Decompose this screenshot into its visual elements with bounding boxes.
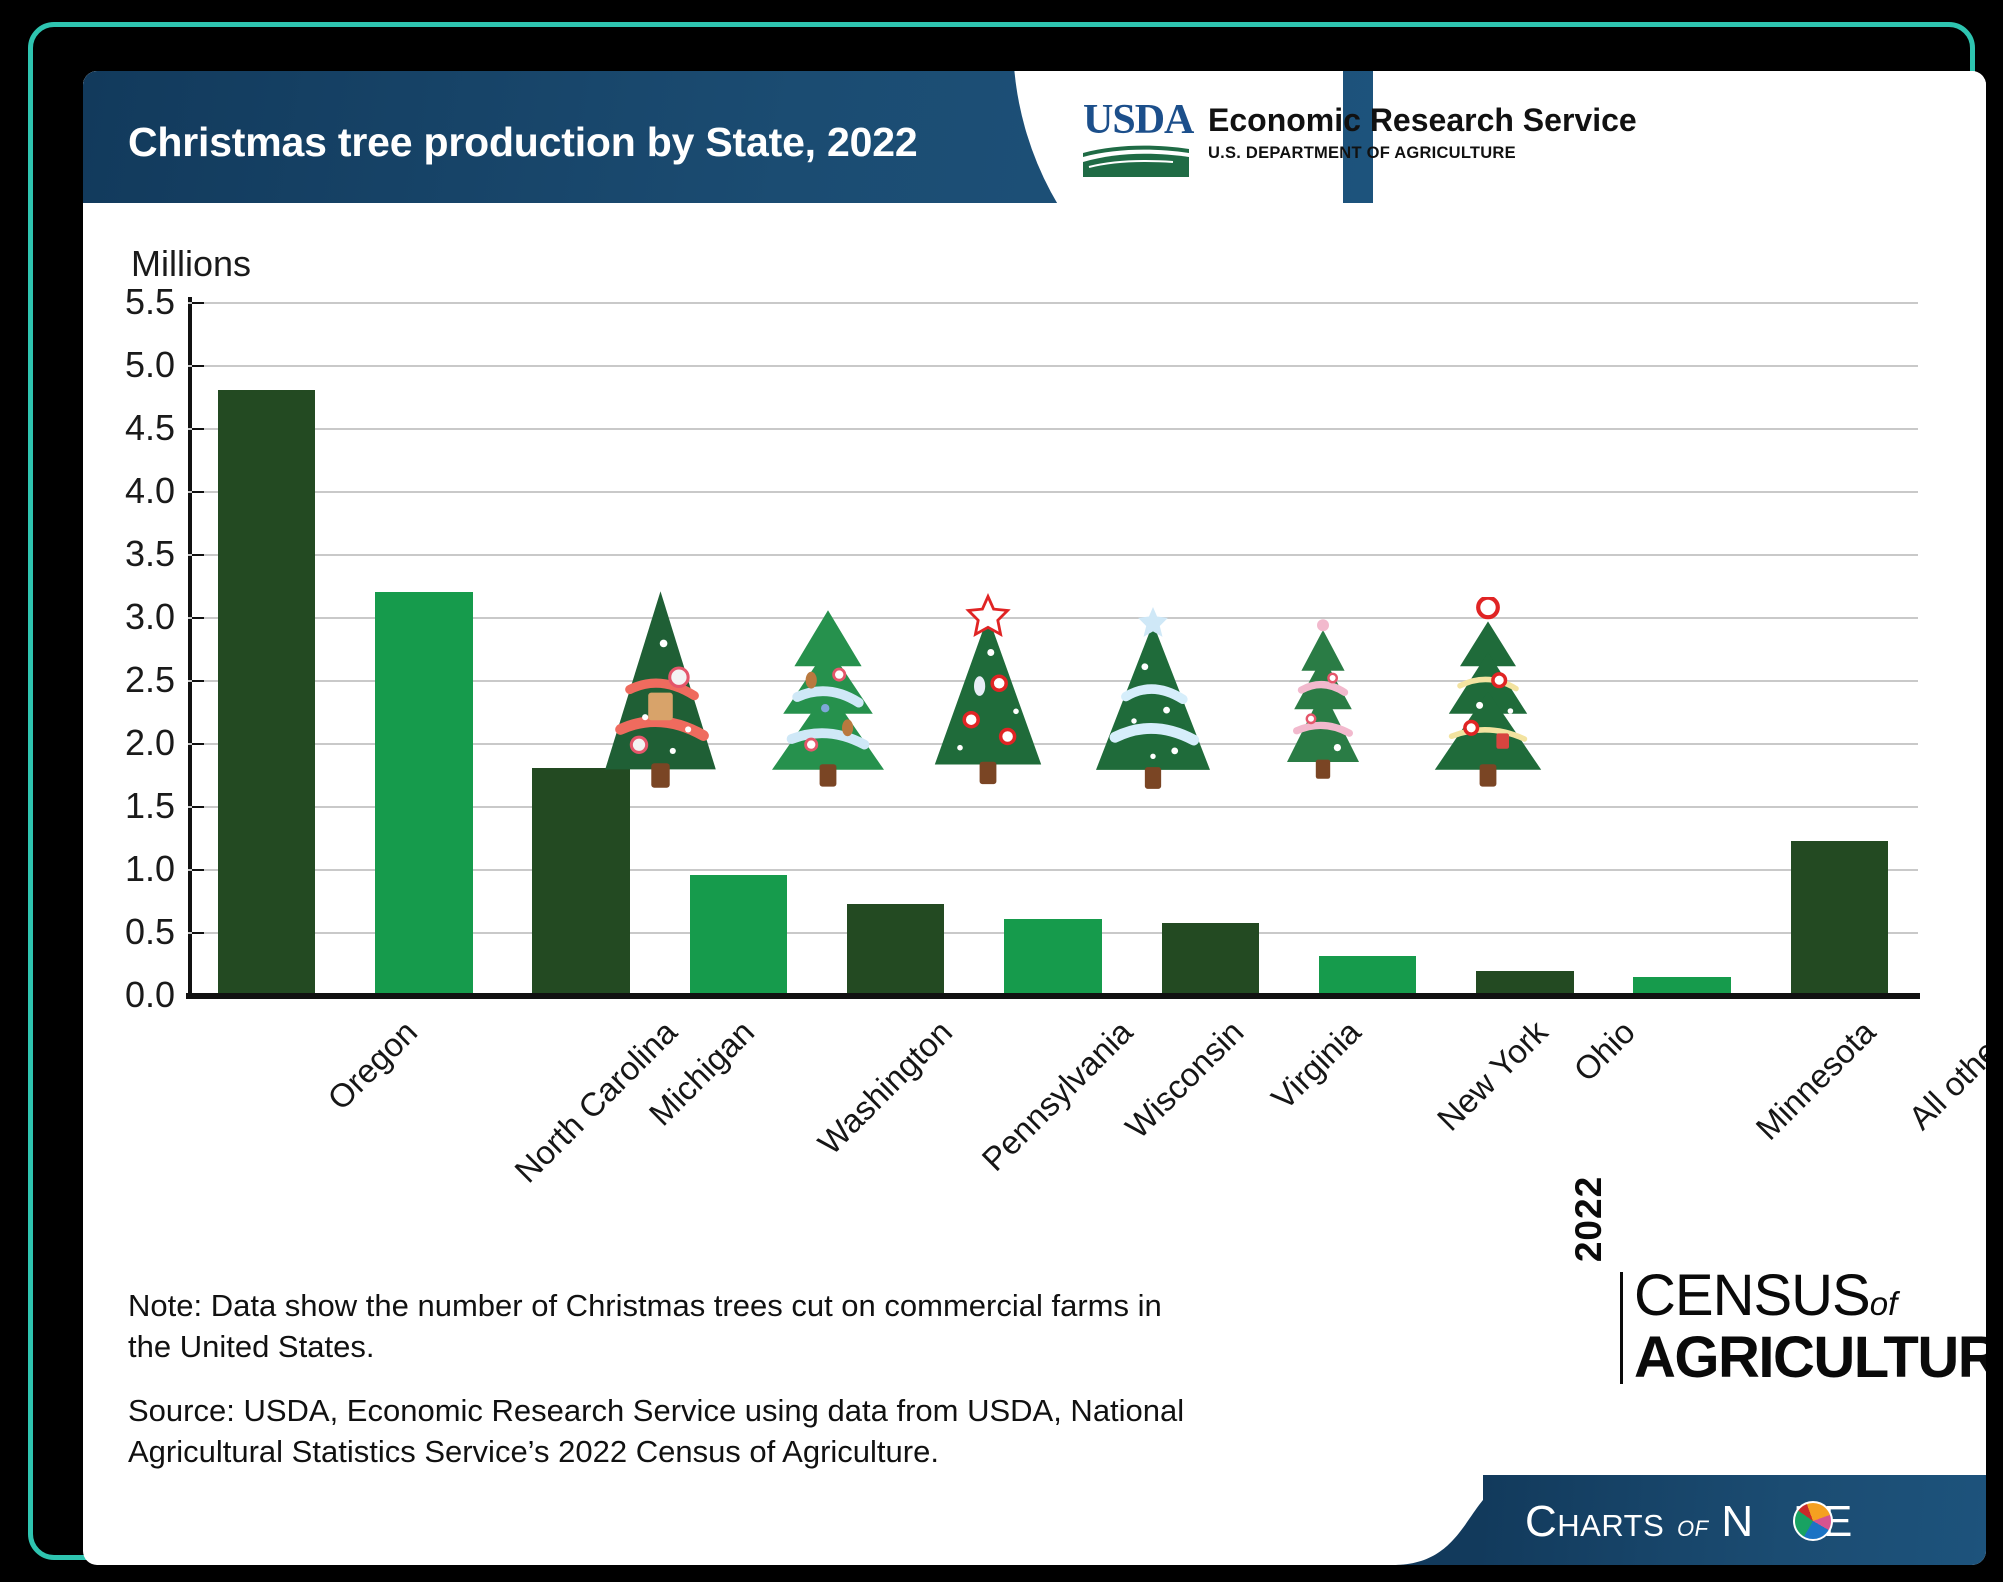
x-axis-tick-labels: Oregon North Carolina Michigan Washington Pe… bbox=[188, 999, 1986, 1259]
banner-word-n: N bbox=[1721, 1497, 1754, 1546]
y-axis-tick-mark bbox=[192, 806, 204, 808]
y-axis-tick-label: 2.5 bbox=[124, 659, 175, 700]
gridline bbox=[188, 428, 1918, 430]
y-axis-tick-mark bbox=[192, 491, 204, 493]
y-axis-tick-mark bbox=[192, 302, 204, 304]
chart-card: Christmas tree production by State, 2022… bbox=[83, 71, 1986, 1565]
x-axis-label-pennsylvania: Pennsylvania bbox=[974, 1013, 1140, 1178]
bar-pennsylvania[interactable] bbox=[846, 904, 945, 995]
banner-word-charts: Charts bbox=[1525, 1497, 1665, 1546]
gridline bbox=[188, 302, 1918, 304]
gridline bbox=[188, 680, 1918, 682]
x-axis-line bbox=[186, 993, 1920, 999]
census-year-label: 2022 bbox=[1568, 1175, 1609, 1263]
x-axis-label-washington: Washington bbox=[810, 1013, 960, 1162]
y-axis-tick-mark bbox=[192, 617, 204, 619]
gridline bbox=[188, 365, 1918, 367]
chart-note: Note: Data show the number of Christmas … bbox=[128, 1288, 1162, 1364]
usda-field-graphic bbox=[1083, 143, 1189, 177]
ers-agency-name: Economic Research Service bbox=[1208, 102, 1637, 138]
y-axis-tick-label: 5.0 bbox=[124, 344, 175, 385]
pie-chart-icon bbox=[1793, 1501, 1833, 1541]
y-axis-tick-mark bbox=[192, 932, 204, 934]
gridline bbox=[188, 869, 1918, 871]
y-axis-tick-label: 1.0 bbox=[124, 848, 175, 889]
census-logo-divider bbox=[1620, 1272, 1623, 1384]
y-axis-tick-mark bbox=[192, 743, 204, 745]
x-axis-label-all-others: All others bbox=[1901, 1013, 1986, 1137]
bar-all-others[interactable] bbox=[1790, 841, 1889, 995]
y-axis-tick-mark bbox=[192, 428, 204, 430]
y-axis-tick-label: 2.0 bbox=[124, 722, 175, 763]
y-axis-units-label: Millions bbox=[131, 243, 252, 284]
bar-virginia[interactable] bbox=[1161, 923, 1260, 995]
x-axis-label-wisconsin: Wisconsin bbox=[1118, 1013, 1251, 1146]
y-axis-tick-label: 4.0 bbox=[124, 470, 175, 511]
census-logo-line2: AGRICULTURE bbox=[1634, 1325, 1986, 1390]
y-axis-tick-label: 5.5 bbox=[124, 281, 175, 322]
gridline bbox=[188, 554, 1918, 556]
census-logo-line1: CENSUSof bbox=[1634, 1263, 1898, 1328]
bar-minnesota[interactable] bbox=[1633, 977, 1731, 995]
outer-frame: Christmas tree production by State, 2022… bbox=[28, 22, 1986, 1565]
banner-word-of: of bbox=[1677, 1508, 1709, 1543]
y-axis-tick-mark bbox=[192, 869, 204, 871]
census-word-census: CENSUS bbox=[1634, 1263, 1871, 1328]
x-axis-label-oregon: Oregon bbox=[320, 1013, 425, 1117]
y-axis-tick-label: 4.5 bbox=[124, 407, 175, 448]
x-axis-label-ohio: Ohio bbox=[1566, 1013, 1643, 1089]
bar-oregon[interactable] bbox=[217, 390, 316, 995]
header-bar: Christmas tree production by State, 2022… bbox=[83, 71, 1986, 361]
bar-washington[interactable] bbox=[689, 875, 788, 995]
y-axis-tick-label: 0.0 bbox=[124, 974, 175, 1015]
y-axis-tick-mark bbox=[192, 680, 204, 682]
gridline bbox=[188, 617, 1918, 619]
x-axis-label-new-york: New York bbox=[1429, 1013, 1555, 1138]
bar-wisconsin[interactable] bbox=[1004, 919, 1102, 995]
y-axis-line bbox=[188, 297, 192, 999]
bar-north-carolina[interactable] bbox=[375, 591, 473, 995]
y-axis-tick-label: 3.0 bbox=[124, 596, 175, 637]
bar-michigan[interactable] bbox=[532, 768, 630, 995]
y-axis-tick-label: 1.5 bbox=[124, 785, 175, 826]
ers-department-name: U.S. DEPARTMENT OF AGRICULTURE bbox=[1208, 144, 1516, 163]
x-axis-label-virginia: Virginia bbox=[1263, 1013, 1368, 1117]
page-title: Christmas tree production by State, 2022 bbox=[128, 119, 918, 165]
y-axis-tick-mark bbox=[192, 554, 204, 556]
x-axis-label-minnesota: Minnesota bbox=[1748, 1013, 1882, 1147]
ers-branding: Economic Research Service U.S. DEPARTMEN… bbox=[1208, 102, 1637, 163]
banner-background bbox=[1483, 1475, 1986, 1565]
gridline bbox=[188, 743, 1918, 745]
gridline bbox=[188, 806, 1918, 808]
y-axis-tick-label: 0.5 bbox=[124, 911, 175, 952]
y-axis-tick-mark bbox=[192, 995, 204, 997]
bar-ohio[interactable] bbox=[1476, 971, 1574, 995]
usda-logo: USDA bbox=[1083, 97, 1194, 179]
y-axis-tick-labels: 5.5 5.0 4.5 4.0 3.5 3.0 2.5 2.0 1.5 1.0 0.5 0.0 bbox=[83, 281, 175, 1015]
plot-area bbox=[188, 302, 1918, 995]
charts-of-note-banner: Charts of NTE bbox=[1373, 1475, 1986, 1565]
census-of-agriculture-logo: 2022 CENSUSof AGRICULTURE bbox=[1568, 1176, 1986, 1396]
y-axis-tick-mark bbox=[192, 365, 204, 367]
usda-wordmark-text: USDA bbox=[1083, 97, 1194, 143]
bar-new-york[interactable] bbox=[1318, 955, 1417, 995]
y-axis-tick-label: 3.5 bbox=[124, 533, 175, 574]
census-word-of: of bbox=[1869, 1285, 1898, 1322]
chart-source: Source: USDA, Economic Research Service … bbox=[128, 1393, 1185, 1469]
gridline bbox=[188, 491, 1918, 493]
